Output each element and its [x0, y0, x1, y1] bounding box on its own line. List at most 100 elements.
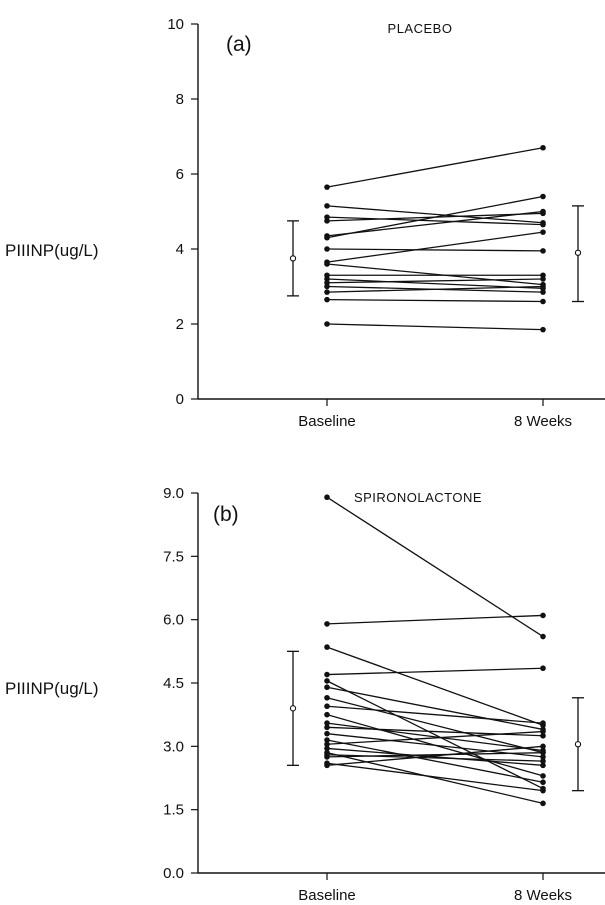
- subject-point: [324, 246, 330, 252]
- subject-line: [326, 278, 544, 284]
- subject-point: [540, 732, 546, 739]
- subject-point: [324, 754, 330, 760]
- subject-point: [324, 703, 330, 710]
- subject-point: [540, 229, 546, 235]
- y-tick-label: 7.5: [163, 548, 184, 565]
- mean-marker: [574, 249, 582, 256]
- subject-point: [324, 741, 330, 748]
- subject-point: [540, 633, 546, 640]
- subject-point: [324, 261, 330, 267]
- subject-line: [326, 697, 544, 754]
- y-tick-label: 1.5: [163, 802, 184, 819]
- subject-point: [324, 684, 330, 691]
- panel-tag: (b): [213, 503, 239, 526]
- subject-point: [324, 745, 330, 752]
- y-tick-label: 4: [176, 241, 184, 258]
- subject-point: [540, 283, 546, 290]
- subject-point: [324, 494, 330, 501]
- subject-line: [326, 745, 544, 766]
- subject-line: [326, 298, 544, 303]
- subject-point: [324, 184, 330, 190]
- mean-marker: [574, 741, 582, 748]
- plot-area: 0.0 1.5 3.0 4.5 6.0 7.5 9.0 Baseline 8 Weeks: [163, 485, 605, 904]
- subject-line: [326, 739, 544, 783]
- subject-point: [324, 694, 330, 701]
- y-tick-label: 9.0: [163, 485, 184, 502]
- subject-line: [326, 248, 544, 252]
- subject-line: [326, 205, 544, 224]
- subject-point: [540, 762, 546, 769]
- subject-line: [326, 147, 544, 188]
- y-tick-label: 4.5: [163, 675, 184, 692]
- subject-line: [326, 614, 544, 625]
- subject-point: [324, 234, 330, 241]
- mean-marker: [289, 255, 297, 262]
- x-tick-label: 8 Weeks: [514, 413, 572, 430]
- subject-point: [540, 298, 546, 305]
- subject-point: [324, 737, 330, 743]
- y-tick-label: 2: [176, 316, 184, 333]
- subject-point: [324, 296, 330, 303]
- subject-line: [326, 747, 544, 766]
- subject-point: [540, 276, 546, 282]
- subject-point: [540, 144, 546, 151]
- subject-point: [540, 779, 546, 786]
- subject-point: [540, 758, 546, 764]
- subject-point: [540, 754, 546, 760]
- subject-line: [326, 686, 544, 731]
- subject-line: [326, 726, 544, 737]
- y-tick-label: 10: [167, 16, 184, 33]
- panel-spironolactone: (b) SPIRONOLACTONE PIIINP(ug/L) 0.0 1.5 3.…: [5, 485, 605, 904]
- subject-point: [324, 289, 330, 295]
- y-tick-label: 0: [176, 391, 184, 408]
- subject-point: [324, 203, 330, 209]
- y-axis-label: PIIINP(ug/L): [5, 241, 99, 260]
- subject-point: [324, 762, 330, 769]
- subject-line: [326, 646, 544, 726]
- subject-point: [540, 665, 546, 672]
- mean-marker: [289, 705, 297, 712]
- subject-line: [326, 216, 544, 226]
- x-tick-label: Baseline: [298, 413, 356, 430]
- subject-line: [326, 762, 544, 792]
- subject-point: [324, 283, 330, 290]
- subject-point: [324, 621, 330, 627]
- subject-point: [324, 730, 330, 737]
- subject-point: [540, 720, 546, 726]
- x-tick-label: Baseline: [298, 887, 356, 904]
- subject-line: [326, 285, 544, 293]
- subject-line: [326, 496, 544, 638]
- subject-point: [540, 248, 546, 254]
- subject-point: [324, 671, 330, 678]
- subject-point: [324, 321, 330, 327]
- subject-line: [326, 752, 544, 758]
- subject-point: [540, 743, 546, 750]
- subject-point: [540, 221, 546, 228]
- subject-point: [540, 749, 546, 756]
- subject-point: [324, 711, 330, 718]
- subject-point: [540, 326, 546, 333]
- panel-title: SPIRONOLACTONE: [354, 490, 482, 505]
- subject-line: [326, 730, 544, 745]
- subject-point: [540, 193, 546, 200]
- subject-point: [324, 724, 330, 731]
- subject-line: [326, 667, 544, 676]
- subject-point: [324, 644, 330, 650]
- subject-line: [326, 722, 544, 752]
- subject-point: [540, 289, 546, 295]
- y-tick-label: 3.0: [163, 738, 184, 755]
- subject-point: [540, 208, 546, 215]
- panel-placebo: (a) PLACEBO PIIINP(ug/L) 0 2 4 6 8 10 Baseline…: [5, 16, 605, 430]
- subject-line: [326, 195, 544, 239]
- y-tick-label: 6: [176, 166, 184, 183]
- plot-area: 0 2 4 6 8 10 Baseline 8 Weeks: [167, 16, 605, 430]
- subject-point: [540, 800, 546, 807]
- panel-title: PLACEBO: [388, 21, 453, 36]
- x-tick-label: 8 Weeks: [514, 887, 572, 904]
- subject-point: [324, 720, 330, 726]
- y-axis-label: PIIINP(ug/L): [5, 679, 99, 698]
- subject-point: [540, 787, 546, 794]
- subject-line: [326, 231, 544, 263]
- subject-line: [326, 263, 544, 286]
